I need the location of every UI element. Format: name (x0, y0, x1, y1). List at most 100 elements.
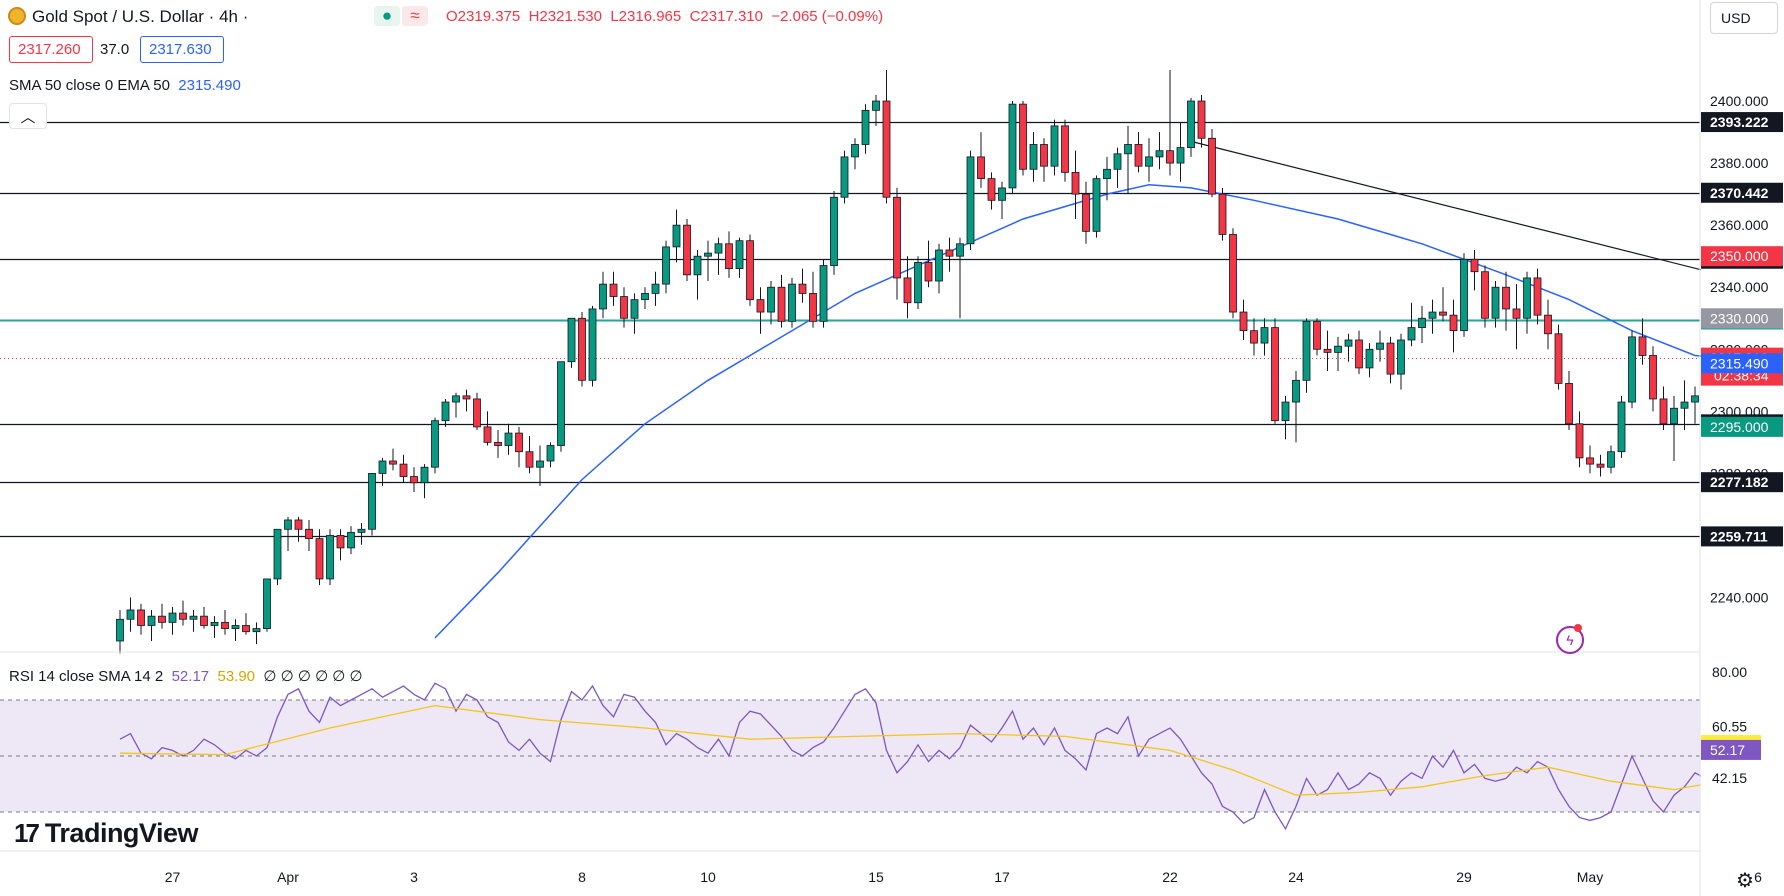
level-axis-box (1701, 182, 1783, 203)
candle (609, 271, 618, 306)
x-tick-label: 3 (410, 869, 418, 885)
candle-body (893, 196, 901, 279)
axis-marker-text: 2350.000 (1710, 248, 1769, 264)
symbol-header[interactable]: Gold Spot / U.S. Dollar · 4h · (8, 6, 248, 28)
candle (861, 104, 870, 154)
candle-body (693, 255, 702, 276)
candle-body (1481, 271, 1489, 319)
axis-marker-box (1701, 308, 1783, 329)
bid-price-box[interactable]: 2317.260 (9, 36, 93, 63)
market-status[interactable]: ● ≈ (374, 6, 428, 26)
candle-body (1418, 317, 1426, 328)
candle (1397, 333, 1405, 390)
candle-body (410, 476, 418, 484)
candle (1428, 299, 1437, 334)
candle (1502, 271, 1510, 331)
candle-body (588, 308, 597, 381)
candle (1418, 305, 1426, 344)
candle-body (672, 224, 681, 248)
candle-body (966, 156, 975, 245)
tradingview-logo[interactable]: 17 TradingView (14, 818, 198, 849)
rsi-legend[interactable]: RSI 14 close SMA 14 2 52.17 53.90 ∅ ∅ ∅ … (9, 666, 367, 688)
candle (1680, 380, 1689, 430)
candle (399, 454, 408, 483)
rsi-tick-label: 60.55 (1712, 718, 1747, 734)
candle-body (767, 286, 775, 313)
candle (735, 237, 744, 278)
x-tick-label: 10 (700, 869, 716, 885)
candle-body (263, 578, 271, 629)
level-axis-box (1701, 472, 1783, 493)
indicator-label: SMA 50 close 0 EMA 50 (9, 77, 170, 94)
candle-body (1586, 457, 1594, 465)
candle-body (567, 317, 576, 363)
candle (903, 256, 912, 319)
candle (1313, 318, 1321, 356)
candle-body (116, 618, 124, 642)
candle-body (1050, 125, 1059, 167)
indicator-legend[interactable]: SMA 50 close 0 EMA 50 2315.490 (9, 75, 247, 97)
candle (662, 240, 670, 294)
candle-body (1460, 258, 1468, 332)
candle-body (1302, 320, 1311, 381)
candle (641, 287, 649, 309)
candle-body (273, 528, 282, 580)
candle-body (1271, 327, 1279, 422)
y-tick-label: 2240.000 (1710, 590, 1769, 606)
candle (525, 436, 534, 474)
candle-body (1124, 144, 1132, 155)
candle-body (1260, 327, 1269, 344)
candle (830, 191, 838, 275)
candle (1302, 318, 1311, 393)
candle (294, 516, 303, 542)
candle (158, 603, 166, 629)
candle-body (1554, 333, 1563, 384)
candle-body (210, 621, 219, 626)
candle (1134, 132, 1143, 173)
candle-body (714, 243, 723, 254)
candle-body (147, 615, 156, 626)
candle (578, 312, 586, 387)
candle (1208, 128, 1216, 198)
candle (137, 603, 145, 635)
currency-label: USD (1721, 10, 1751, 26)
candle-body (483, 426, 492, 443)
level-axis-text: 2370.442 (1710, 185, 1769, 201)
candle-body (1617, 401, 1626, 453)
candle (1586, 445, 1594, 474)
candle (945, 237, 954, 272)
candle (924, 240, 933, 288)
candle-body (536, 460, 544, 468)
candle (1491, 281, 1500, 328)
lightning-icon[interactable]: ϟ (1556, 626, 1584, 654)
candle (1271, 318, 1279, 424)
candle (1281, 395, 1290, 440)
candle-body (441, 401, 450, 422)
candle-body (357, 528, 366, 533)
candle (1691, 386, 1699, 424)
candle-body (1019, 103, 1027, 170)
candle (462, 389, 471, 412)
candle-body (1187, 100, 1195, 148)
candle-body (189, 615, 198, 620)
candle (1649, 346, 1657, 412)
candle (1533, 268, 1542, 325)
candle (809, 271, 817, 328)
ask-price-box[interactable]: 2317.630 (140, 36, 224, 63)
candle-body (294, 519, 303, 530)
candle (1029, 132, 1038, 182)
candle-body (1407, 327, 1416, 341)
candle-body (1491, 286, 1500, 319)
candle (1355, 330, 1363, 375)
candle (557, 361, 565, 452)
candle-body (431, 420, 439, 468)
candle (1061, 119, 1069, 182)
candle-body (284, 519, 292, 530)
gear-icon[interactable]: ⚙ (1736, 870, 1754, 892)
market-open-dot-icon: ● (374, 6, 400, 26)
collapse-legend-button[interactable]: ︿ (9, 103, 47, 129)
candle (315, 529, 324, 586)
currency-selector[interactable]: USD (1710, 2, 1778, 34)
candle (893, 187, 901, 300)
